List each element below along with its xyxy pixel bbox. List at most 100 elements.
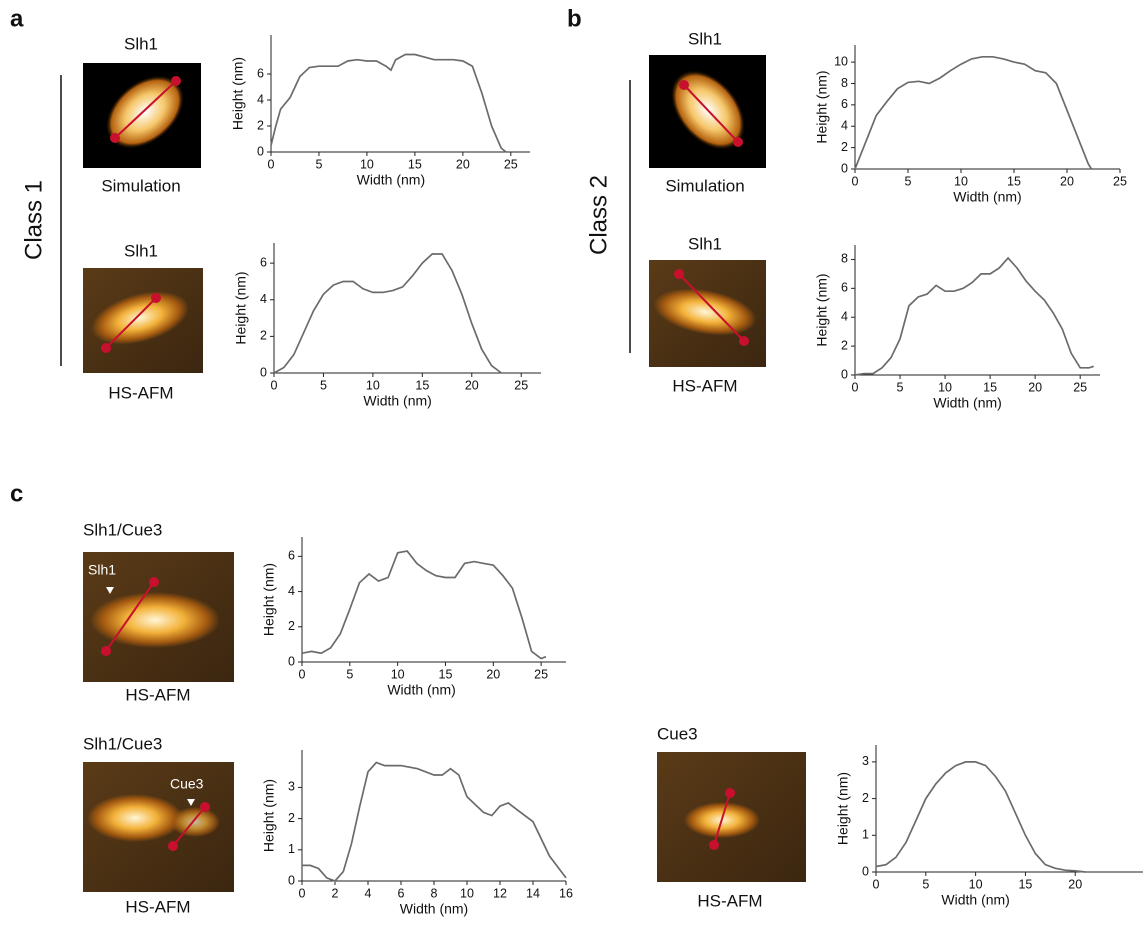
y-axis-title: Height (nm)	[835, 772, 851, 845]
image-title: Slh1/Cue3	[83, 734, 162, 753]
afm-image	[83, 552, 234, 682]
class-label: Class 2	[585, 175, 612, 255]
y-tick-label: 2	[288, 619, 295, 633]
data-line	[875, 761, 1086, 873]
y-tick-label: 6	[257, 66, 264, 80]
x-tick-label: 10	[391, 667, 405, 681]
image-caption: Simulation	[665, 176, 744, 195]
y-tick-label: 3	[288, 780, 295, 794]
afm-image	[649, 260, 766, 367]
image-caption: HS-AFM	[108, 383, 173, 402]
y-tick-label: 2	[288, 811, 295, 825]
image-title: Slh1	[124, 34, 158, 53]
x-tick-label: 25	[534, 667, 548, 681]
y-tick-label: 2	[257, 118, 264, 132]
x-tick-label: 20	[456, 157, 470, 171]
x-tick-label: 5	[315, 157, 322, 171]
image-annotation: Cue3	[170, 776, 204, 792]
x-axis-title: Width (nm)	[387, 682, 455, 698]
y-axis-title: Height (nm)	[814, 273, 830, 346]
y-tick-label: 2	[862, 791, 869, 805]
y-tick-label: 2	[841, 140, 848, 154]
image-title: Slh1	[688, 234, 722, 253]
data-line	[273, 253, 502, 374]
x-tick-label: 8	[431, 886, 438, 900]
y-tick-label: 1	[862, 828, 869, 842]
x-tick-label: 20	[1068, 877, 1082, 891]
x-tick-label: 25	[504, 157, 518, 171]
y-tick-label: 6	[841, 281, 848, 295]
image-caption: HS-AFM	[125, 685, 190, 704]
afm-image	[83, 268, 203, 373]
x-tick-label: 10	[360, 157, 374, 171]
x-tick-label: 15	[1007, 174, 1021, 188]
x-tick-label: 5	[320, 378, 327, 392]
y-tick-label: 2	[260, 329, 267, 343]
x-axis-title: Width (nm)	[941, 892, 1009, 908]
x-tick-label: 25	[1073, 380, 1087, 394]
image-caption: HS-AFM	[125, 897, 190, 916]
image-caption: HS-AFM	[697, 891, 762, 910]
afm-image	[83, 63, 201, 168]
y-tick-label: 4	[841, 119, 848, 133]
y-tick-label: 4	[288, 584, 295, 598]
y-tick-label: 1	[288, 842, 295, 856]
x-tick-label: 12	[493, 886, 507, 900]
x-tick-label: 15	[983, 380, 997, 394]
image-caption: Simulation	[101, 176, 180, 195]
data-line	[854, 256, 1094, 376]
x-tick-label: 16	[559, 886, 573, 900]
x-tick-label: 20	[486, 667, 500, 681]
x-tick-label: 5	[905, 174, 912, 188]
x-tick-label: 10	[969, 877, 983, 891]
y-tick-label: 4	[260, 292, 267, 306]
x-tick-label: 20	[1028, 380, 1042, 394]
x-tick-label: 5	[897, 380, 904, 394]
x-axis-title: Width (nm)	[933, 395, 1001, 411]
image-caption: HS-AFM	[672, 376, 737, 395]
x-tick-label: 15	[439, 667, 453, 681]
y-tick-label: 4	[841, 310, 848, 324]
panel-label: b	[567, 5, 582, 32]
x-tick-label: 25	[1113, 174, 1127, 188]
panel-label: a	[10, 5, 24, 32]
x-tick-label: 6	[398, 886, 405, 900]
data-line	[270, 53, 507, 153]
x-tick-label: 25	[514, 378, 528, 392]
y-tick-label: 8	[841, 76, 848, 90]
x-tick-label: 15	[1018, 877, 1032, 891]
x-tick-label: 20	[1060, 174, 1074, 188]
afm-image	[83, 762, 234, 892]
y-tick-label: 0	[862, 864, 869, 878]
x-tick-label: 10	[460, 886, 474, 900]
x-tick-label: 14	[526, 886, 540, 900]
x-tick-label: 10	[938, 380, 952, 394]
class-label: Class 1	[20, 180, 47, 260]
image-title: Cue3	[657, 724, 698, 743]
x-tick-label: 5	[346, 667, 353, 681]
x-tick-label: 0	[268, 157, 275, 171]
x-tick-label: 10	[954, 174, 968, 188]
x-tick-label: 5	[922, 877, 929, 891]
y-tick-label: 0	[260, 365, 267, 379]
x-tick-label: 0	[852, 380, 859, 394]
y-tick-label: 0	[841, 367, 848, 381]
afm-image	[649, 55, 766, 168]
x-tick-label: 0	[299, 667, 306, 681]
image-title: Slh1	[688, 29, 722, 48]
panel-label: c	[10, 480, 23, 507]
data-line	[302, 761, 567, 883]
x-tick-label: 0	[852, 174, 859, 188]
x-tick-label: 15	[415, 378, 429, 392]
x-tick-label: 4	[365, 886, 372, 900]
image-annotation: Slh1	[88, 562, 116, 578]
y-tick-label: 6	[288, 549, 295, 563]
y-tick-label: 0	[257, 144, 264, 158]
y-tick-label: 0	[841, 161, 848, 175]
y-tick-label: 4	[257, 92, 264, 106]
y-axis-title: Height (nm)	[814, 70, 830, 143]
y-tick-label: 6	[841, 97, 848, 111]
y-tick-label: 2	[841, 338, 848, 352]
x-axis-title: Width (nm)	[363, 393, 431, 409]
y-axis-title: Height (nm)	[230, 57, 246, 130]
